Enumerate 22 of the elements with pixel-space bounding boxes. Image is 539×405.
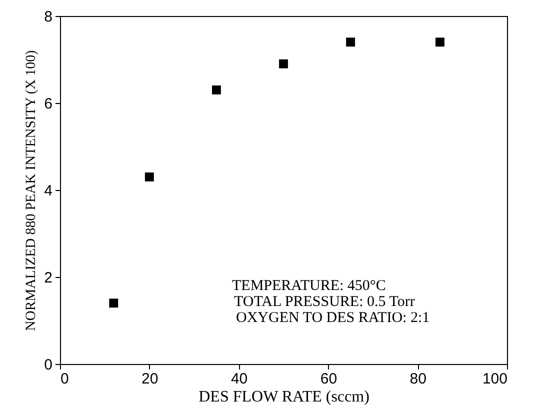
x-axis-title: DES FLOW RATE (sccm) — [198, 388, 370, 405]
x-tick-label: 100 — [482, 370, 508, 388]
y-tick-label: 0 — [44, 356, 52, 374]
y-tick-label: 2 — [44, 270, 52, 286]
annotation: OXYGEN TO DES RATIO: 2:1 — [236, 310, 430, 326]
y-axis-title: NORMALIZED 880 PEAK INTENSITY (X 100) — [24, 50, 40, 331]
annotation: TOTAL PRESSURE: 0.5 Torr — [234, 294, 415, 310]
x-tick-label: 60 — [320, 370, 338, 388]
y-tick-label: 8 — [44, 8, 52, 26]
x-tick-label: 0 — [60, 370, 69, 388]
annotation: TEMPERATURE: 450°C — [232, 278, 386, 294]
point — [346, 38, 356, 47]
y-tick-label: 4 — [44, 182, 52, 200]
point — [109, 298, 118, 308]
point — [279, 59, 288, 68]
x-tick-label: 20 — [142, 370, 158, 388]
point — [212, 85, 221, 94]
point — [144, 172, 154, 182]
y-tick-label: 6 — [44, 96, 52, 112]
x-tick-label: 80 — [410, 370, 426, 388]
x-tick-label: 40 — [230, 370, 248, 388]
point — [435, 38, 444, 47]
